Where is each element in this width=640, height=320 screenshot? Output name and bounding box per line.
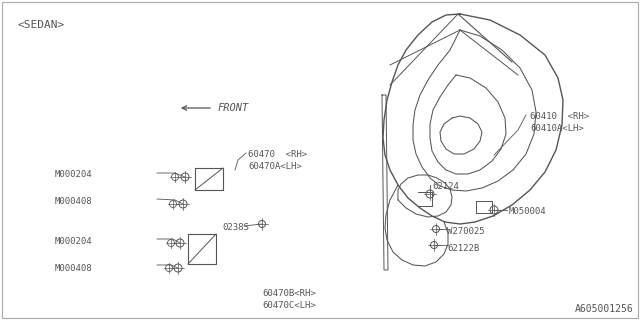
Text: 60410  <RH>: 60410 <RH> <box>530 112 589 121</box>
Text: M000408: M000408 <box>55 264 93 273</box>
Text: FRONT: FRONT <box>218 103 249 113</box>
Text: 60470A<LH>: 60470A<LH> <box>248 162 301 171</box>
Text: 60470B<RH>: 60470B<RH> <box>262 289 316 298</box>
Text: 0238S: 0238S <box>222 223 249 232</box>
Text: W270025: W270025 <box>447 227 484 236</box>
Text: A605001256: A605001256 <box>575 304 634 314</box>
Text: 62122B: 62122B <box>447 244 479 253</box>
Text: <SEDAN>: <SEDAN> <box>18 20 65 30</box>
Text: M000204: M000204 <box>55 237 93 246</box>
Text: M050004: M050004 <box>509 207 547 216</box>
Text: 62124: 62124 <box>432 182 459 191</box>
Text: M000408: M000408 <box>55 197 93 206</box>
Text: 60470C<LH>: 60470C<LH> <box>262 301 316 310</box>
Text: M000204: M000204 <box>55 170 93 179</box>
Text: 60410A<LH>: 60410A<LH> <box>530 124 584 133</box>
Text: 60470  <RH>: 60470 <RH> <box>248 150 307 159</box>
